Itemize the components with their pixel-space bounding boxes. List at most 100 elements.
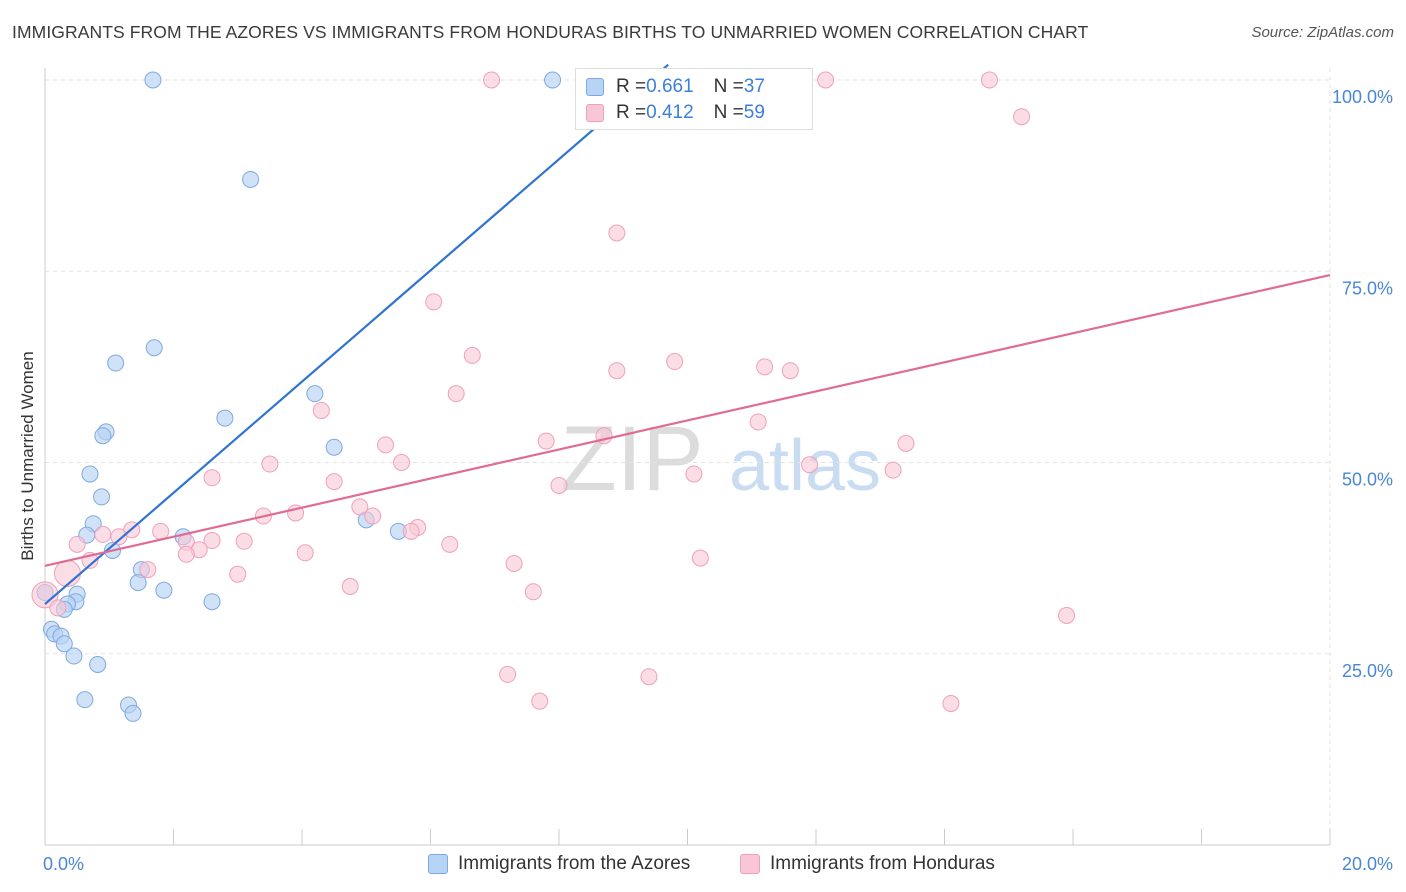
bottom-legend-honduras: Immigrants from Honduras xyxy=(740,852,995,876)
honduras-point xyxy=(801,456,819,474)
azores-point xyxy=(155,581,173,599)
watermark: ZIP atlas xyxy=(560,408,881,510)
honduras-point xyxy=(53,559,81,587)
honduras-point xyxy=(1013,108,1031,126)
honduras-point xyxy=(203,469,221,487)
honduras-point xyxy=(261,455,279,473)
honduras-point xyxy=(364,507,382,525)
honduras-point xyxy=(666,353,684,371)
legend-row-honduras: R = 0.412 N = 59 xyxy=(586,101,765,125)
azores-point xyxy=(325,438,343,456)
azores-r-label: R = xyxy=(616,76,647,97)
honduras-point xyxy=(463,346,481,364)
honduras-point xyxy=(393,454,411,471)
azores-trend-line xyxy=(44,63,669,605)
azores-point xyxy=(203,593,221,611)
azores-swatch xyxy=(586,78,604,96)
legend-row-azores: R = 0.661 N = 37 xyxy=(586,75,765,99)
honduras-trend-line xyxy=(44,274,1331,567)
azores-point xyxy=(65,647,83,665)
honduras-point xyxy=(152,522,170,540)
honduras-point xyxy=(177,545,195,563)
honduras-point xyxy=(756,358,774,376)
azores-point xyxy=(76,691,94,709)
honduras-point xyxy=(94,525,112,543)
honduras-point xyxy=(640,668,658,686)
honduras-point xyxy=(897,434,915,452)
azores-n-label: N = xyxy=(713,76,744,97)
azores-r-value: 0.661 xyxy=(646,76,694,97)
honduras-n-value: 59 xyxy=(743,102,765,123)
honduras-point xyxy=(942,694,960,712)
azores-point xyxy=(94,427,112,445)
honduras-point xyxy=(377,436,395,454)
honduras-point xyxy=(1058,607,1076,624)
bottom-azores-label: Immigrants from the Azores xyxy=(458,853,691,874)
azores-n-value: 37 xyxy=(743,76,765,97)
azores-point xyxy=(107,354,125,372)
honduras-r-label: R = xyxy=(616,102,647,123)
honduras-point xyxy=(325,473,343,491)
trend-lines xyxy=(44,63,1331,605)
y-tick-label: 75.0% xyxy=(1342,278,1393,298)
honduras-point xyxy=(980,71,998,89)
tick-labels: 25.0% 50.0% 75.0% 100.0% 0.0% 20.0% xyxy=(43,87,1393,874)
azores-point xyxy=(124,704,142,722)
bottom-azores-swatch xyxy=(428,854,448,874)
honduras-point xyxy=(531,692,549,710)
honduras-point xyxy=(447,385,465,403)
azores-point xyxy=(144,71,162,89)
honduras-point xyxy=(351,498,369,516)
y-axis-label: Births to Unmarried Women xyxy=(18,351,37,561)
honduras-point xyxy=(229,565,247,583)
bottom-honduras-swatch xyxy=(740,854,760,874)
azores-point xyxy=(81,465,99,483)
honduras-points xyxy=(31,71,1076,712)
source-label: Source: ZipAtlas.com xyxy=(1251,24,1394,41)
honduras-point xyxy=(110,528,128,546)
x-tick-label: 20.0% xyxy=(1342,854,1393,874)
azores-point xyxy=(216,409,234,427)
honduras-point xyxy=(524,583,542,601)
bottom-legend-azores: Immigrants from the Azores xyxy=(428,852,690,876)
honduras-point xyxy=(685,465,703,483)
azores-point xyxy=(89,655,107,673)
honduras-point xyxy=(312,401,330,419)
honduras-point xyxy=(691,549,709,567)
honduras-n-label: N = xyxy=(713,102,744,123)
watermark-zip: ZIP xyxy=(560,408,703,510)
azores-point xyxy=(55,635,73,653)
chart-title: IMMIGRANTS FROM THE AZORES VS IMMIGRANTS… xyxy=(12,22,1089,42)
azores-point xyxy=(129,574,147,592)
y-tick-label: 100.0% xyxy=(1332,87,1393,107)
y-tick-label: 50.0% xyxy=(1342,470,1393,490)
azores-point xyxy=(544,71,562,89)
honduras-point xyxy=(49,599,67,617)
honduras-point xyxy=(203,532,221,550)
honduras-point xyxy=(441,535,459,553)
honduras-point xyxy=(235,532,253,550)
azores-point xyxy=(145,339,163,357)
honduras-swatch xyxy=(586,104,604,122)
axes xyxy=(44,68,1331,846)
correlation-legend: R = 0.661 N = 37 R = 0.412 N = 59 xyxy=(575,68,813,130)
honduras-point xyxy=(296,544,314,562)
honduras-point xyxy=(483,71,501,89)
honduras-point xyxy=(139,561,157,579)
honduras-point xyxy=(505,554,523,572)
honduras-point xyxy=(781,362,799,380)
bottom-honduras-label: Immigrants from Honduras xyxy=(770,853,995,874)
azores-point xyxy=(306,385,324,403)
azores-point xyxy=(93,488,111,506)
honduras-point xyxy=(68,535,86,553)
honduras-point xyxy=(499,665,517,683)
honduras-point xyxy=(550,476,568,494)
honduras-point xyxy=(537,432,555,450)
honduras-r-value: 0.412 xyxy=(646,102,694,123)
honduras-point xyxy=(749,413,767,431)
honduras-point xyxy=(402,522,420,540)
honduras-point xyxy=(884,461,902,479)
honduras-point xyxy=(608,362,626,380)
azores-points xyxy=(36,71,671,722)
